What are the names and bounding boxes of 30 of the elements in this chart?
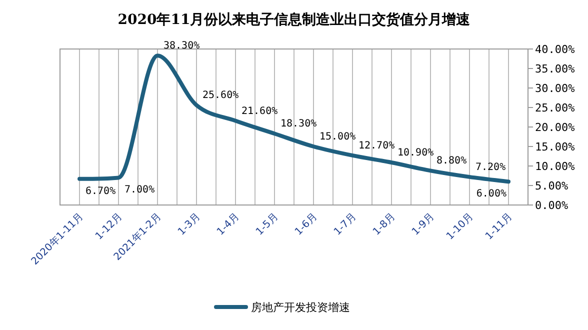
- data-label: 6.70%: [86, 186, 116, 197]
- x-tick-label: 1-6月: [293, 211, 320, 238]
- data-label: 15.00%: [320, 132, 356, 142]
- y-tick-label: 15.00%: [535, 140, 576, 154]
- x-tick-label: 1-4月: [215, 211, 242, 238]
- x-tick-label: 1-9月: [410, 211, 437, 238]
- data-label: 25.60%: [202, 90, 239, 102]
- y-tick-label: 20.00%: [535, 121, 576, 134]
- data-label: 7.20%: [476, 162, 506, 173]
- y-tick-label: 5.00%: [535, 180, 568, 192]
- legend-label: 房地产开发投资增速: [251, 301, 350, 314]
- data-label: 8.80%: [436, 156, 467, 167]
- data-label: 10.90%: [398, 147, 434, 158]
- data-label: 38.30%: [164, 40, 200, 52]
- chart-title: 2020年11月份以来电子信息制造业出口交货值分月增速: [118, 11, 472, 28]
- x-tick-label: 1-7月: [332, 211, 359, 238]
- x-tick-label: 1-8月: [371, 211, 398, 238]
- y-tick-label: 25.00%: [535, 102, 576, 114]
- data-label: 7.00%: [124, 184, 155, 196]
- y-tick-label: 30.00%: [535, 82, 576, 95]
- data-label: 12.70%: [358, 140, 395, 152]
- y-tick-label: 10.00%: [535, 160, 576, 173]
- y-tick-label: 35.00%: [535, 62, 576, 76]
- y-tick-label: 40.00%: [535, 43, 576, 56]
- x-tick-label: 1-5月: [254, 211, 281, 238]
- data-label: 18.30%: [280, 118, 317, 130]
- x-tick-label: 1-3月: [176, 211, 203, 238]
- y-tick-label: 0.00%: [535, 199, 568, 212]
- data-label: 21.60%: [242, 106, 278, 117]
- data-label: 6.00%: [476, 188, 506, 200]
